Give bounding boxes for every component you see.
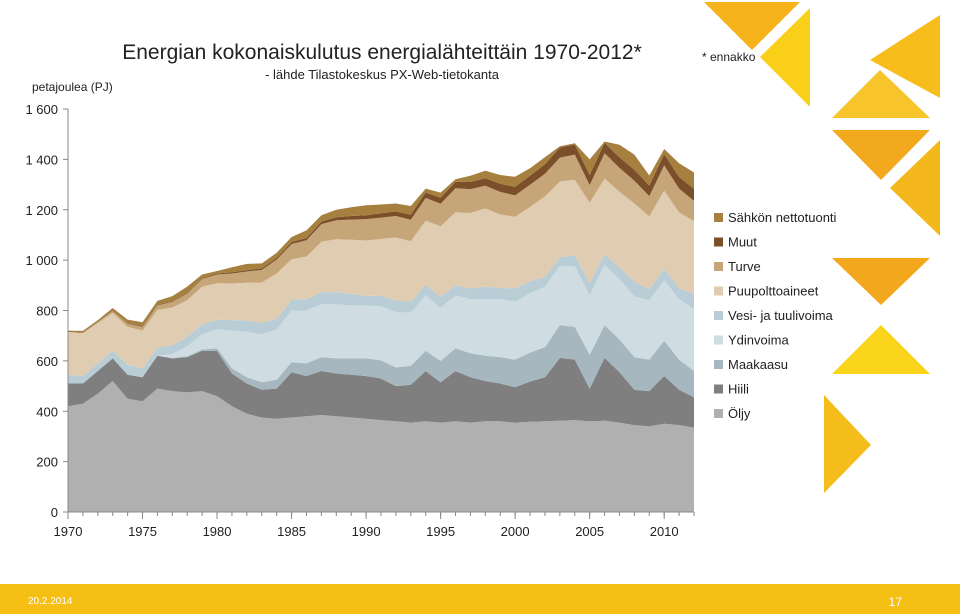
x-tick-label: 1985 (277, 524, 306, 539)
legend-swatch (714, 335, 723, 345)
legend-label: Puupolttoaineet (728, 284, 819, 299)
legend-swatch (714, 311, 723, 320)
x-tick-label: 1970 (54, 524, 83, 539)
decor-triangle (760, 8, 810, 107)
y-tick-label: 200 (36, 455, 58, 470)
y-tick-label: 0 (51, 505, 58, 520)
area-series-0 (68, 381, 694, 512)
legend-label: Turve (728, 259, 761, 274)
decor-triangle (870, 15, 940, 98)
decorative-triangles (704, 2, 940, 493)
legend: Sähkön nettotuonti Muut Turve Puupolttoaine… (714, 210, 837, 421)
decor-triangle (890, 140, 940, 236)
chart-title: Energian kokonaiskulutus energialähteitt… (122, 41, 642, 64)
legend-label: Maakaasu (728, 357, 788, 372)
legend-swatch (714, 360, 723, 369)
decor-triangle (832, 130, 930, 180)
slide-footer-bar: 20.2.2014 17 (0, 584, 960, 614)
legend-swatch (714, 237, 723, 247)
decor-triangle (832, 258, 930, 305)
legend-label: Ydinvoima (728, 333, 789, 348)
area-series-3 (68, 264, 694, 384)
legend-label: Muut (728, 235, 757, 250)
chart-subtitle: - lähde Tilastokeskus PX-Web-tietokanta (265, 67, 500, 82)
slide-page-number: 17 (888, 595, 902, 609)
x-tick-label: 1975 (128, 524, 157, 539)
y-tick-label: 1 400 (25, 152, 58, 167)
area-series-8 (68, 141, 694, 333)
y-tick-label: 400 (36, 404, 58, 419)
y-tick-label: 600 (36, 354, 58, 369)
area-series-5 (68, 178, 694, 376)
x-tick-label: 1995 (426, 524, 455, 539)
legend-swatch (714, 262, 723, 271)
area-series-1 (68, 350, 694, 428)
legend-swatch (714, 384, 723, 394)
y-axis-unit-label: petajoulea (PJ) (32, 80, 113, 94)
legend-label: Öljy (728, 406, 751, 421)
y-tick-label: 1 200 (25, 203, 58, 218)
decor-triangle (832, 325, 930, 374)
y-tick-label: 1 600 (25, 102, 58, 117)
y-tick-label: 800 (36, 304, 58, 319)
decor-triangle (832, 70, 930, 118)
area-series-6 (68, 153, 694, 334)
slide-date: 20.2.2014 (28, 596, 73, 607)
decor-triangle (704, 2, 800, 50)
legend-swatch (714, 409, 723, 418)
x-tick-label: 1980 (203, 524, 232, 539)
x-tick-label: 2000 (501, 524, 530, 539)
axes: 0 200 400 600 800 1 000 1 200 1 400 1 600 1970 197… (25, 102, 695, 539)
area-series-2 (68, 325, 694, 398)
decor-triangle (824, 395, 871, 493)
y-tick-label: 1 000 (25, 253, 58, 268)
x-tick-label: 2010 (650, 524, 679, 539)
legend-swatch (714, 213, 723, 222)
area-series-4 (68, 254, 694, 384)
x-tick-label: 2005 (575, 524, 604, 539)
x-tick-label: 1990 (352, 524, 381, 539)
legend-label: Sähkön nettotuonti (728, 210, 837, 225)
stacked-areas (68, 141, 694, 512)
legend-label: Vesi- ja tuulivoima (728, 308, 834, 323)
legend-swatch (714, 286, 723, 296)
preliminary-note: * ennakko (702, 50, 756, 64)
legend-label: Hiili (728, 382, 749, 397)
